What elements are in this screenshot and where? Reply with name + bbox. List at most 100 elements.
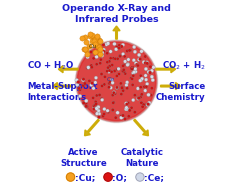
- Point: [121, 70, 125, 73]
- Point: [144, 67, 148, 70]
- Point: [142, 103, 145, 106]
- Point: [125, 106, 128, 109]
- Point: [111, 101, 115, 104]
- Point: [138, 79, 142, 82]
- Point: [127, 58, 130, 61]
- Point: [144, 61, 147, 64]
- Point: [125, 87, 129, 90]
- Point: [140, 77, 144, 80]
- Point: [92, 87, 95, 90]
- Point: [110, 78, 113, 81]
- Point: [81, 84, 85, 87]
- FancyArrow shape: [53, 82, 72, 90]
- Point: [141, 105, 144, 108]
- Point: [82, 78, 85, 81]
- Point: [105, 70, 109, 73]
- Point: [150, 75, 154, 78]
- Point: [84, 102, 88, 105]
- Point: [115, 74, 119, 77]
- Point: [127, 115, 131, 118]
- Point: [110, 70, 113, 73]
- Point: [114, 48, 118, 51]
- Point: [148, 65, 152, 68]
- Point: [144, 85, 148, 88]
- Text: Cu: Cu: [89, 44, 97, 49]
- Point: [86, 66, 90, 69]
- Point: [105, 52, 109, 55]
- Point: [137, 53, 141, 57]
- Point: [96, 105, 100, 108]
- Point: [115, 86, 119, 89]
- Point: [99, 58, 103, 61]
- Point: [86, 53, 89, 56]
- Point: [132, 70, 136, 74]
- Point: [90, 66, 94, 69]
- Point: [106, 61, 109, 64]
- Point: [88, 35, 92, 38]
- Point: [94, 112, 98, 115]
- Text: :O;: :O;: [112, 173, 127, 182]
- Text: CO$_2$ + H$_2$: CO$_2$ + H$_2$: [162, 59, 206, 72]
- Point: [113, 57, 117, 60]
- Point: [97, 45, 100, 48]
- Point: [95, 107, 99, 110]
- Point: [117, 67, 120, 70]
- Point: [89, 64, 93, 67]
- Point: [137, 58, 141, 61]
- Point: [120, 45, 123, 48]
- Point: [108, 60, 111, 63]
- Point: [131, 74, 135, 77]
- Point: [138, 58, 142, 61]
- Point: [122, 68, 126, 71]
- Point: [106, 66, 110, 69]
- Point: [90, 34, 93, 37]
- Point: [147, 70, 151, 74]
- Point: [100, 84, 104, 88]
- FancyArrow shape: [161, 82, 180, 90]
- Point: [95, 112, 99, 115]
- Point: [113, 42, 116, 45]
- Point: [130, 77, 134, 80]
- Point: [118, 55, 122, 58]
- Point: [97, 39, 101, 42]
- Point: [131, 71, 135, 74]
- Point: [116, 111, 120, 114]
- Point: [98, 48, 102, 51]
- Point: [113, 92, 117, 95]
- Point: [98, 53, 102, 56]
- Point: [83, 36, 87, 39]
- Point: [75, 79, 79, 82]
- Point: [112, 101, 116, 104]
- Point: [95, 94, 99, 97]
- Point: [92, 108, 96, 111]
- Point: [97, 109, 100, 112]
- Point: [117, 44, 121, 47]
- Point: [125, 81, 129, 84]
- Point: [126, 63, 130, 66]
- Point: [89, 84, 93, 87]
- Point: [109, 86, 113, 89]
- Point: [88, 32, 92, 35]
- Point: [75, 83, 79, 86]
- Point: [133, 50, 137, 53]
- Point: [130, 67, 134, 70]
- Point: [93, 105, 96, 108]
- Point: [100, 54, 104, 57]
- Point: [78, 95, 82, 98]
- Point: [120, 86, 124, 89]
- Point: [96, 45, 99, 48]
- Point: [139, 95, 143, 98]
- Point: [98, 62, 102, 65]
- Point: [106, 109, 110, 112]
- Point: [81, 79, 85, 82]
- Circle shape: [104, 173, 112, 181]
- Point: [86, 56, 89, 59]
- Point: [121, 114, 125, 117]
- Point: [150, 87, 154, 90]
- Point: [97, 50, 101, 53]
- Point: [136, 97, 140, 100]
- Point: [144, 78, 148, 81]
- Point: [143, 85, 146, 88]
- Point: [84, 105, 88, 108]
- Text: Ce: Ce: [107, 77, 115, 82]
